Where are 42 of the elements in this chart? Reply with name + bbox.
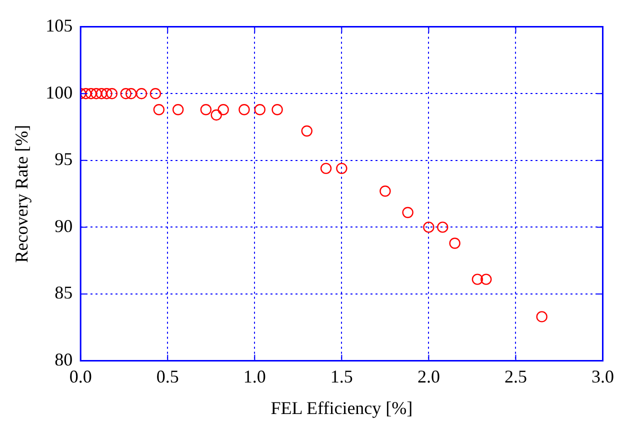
x-tick-label: 0.5	[156, 366, 179, 386]
y-tick-label: 100	[46, 82, 73, 102]
x-tick-label: 2.0	[417, 366, 440, 386]
point	[125, 88, 137, 100]
y-axis-title: Recovery Rate [%]	[12, 124, 32, 263]
point	[136, 88, 148, 100]
point	[172, 104, 184, 116]
point	[200, 104, 212, 116]
point	[238, 104, 250, 116]
y-tick-label: 105	[46, 16, 73, 36]
point	[254, 104, 266, 116]
point	[449, 238, 460, 249]
point	[90, 88, 102, 100]
x-tick-label: 1.5	[330, 366, 353, 386]
point	[106, 88, 118, 100]
y-tick-label: 90	[54, 216, 73, 236]
x-tick-label: 1.0	[243, 366, 266, 386]
point	[153, 104, 165, 116]
point	[380, 186, 391, 197]
point	[150, 88, 162, 100]
point	[101, 88, 112, 100]
point	[301, 125, 312, 137]
point	[272, 104, 283, 116]
point	[120, 88, 132, 100]
x-tick-label: 3.0	[592, 366, 614, 386]
point	[85, 88, 97, 100]
point	[480, 274, 492, 285]
point	[402, 206, 414, 218]
point	[80, 88, 92, 100]
x-axis-title: FEL Efficiency [%]	[270, 398, 413, 418]
point	[320, 162, 332, 174]
point	[210, 109, 222, 121]
y-tick-label: 85	[54, 282, 73, 303]
x-tick-label: 2.5	[504, 366, 527, 386]
point	[423, 222, 434, 233]
point	[218, 104, 229, 116]
point	[336, 162, 348, 174]
point	[96, 88, 108, 100]
point	[437, 222, 448, 233]
y-tick-label: 95	[54, 149, 73, 170]
point	[536, 311, 548, 322]
point	[472, 274, 484, 285]
